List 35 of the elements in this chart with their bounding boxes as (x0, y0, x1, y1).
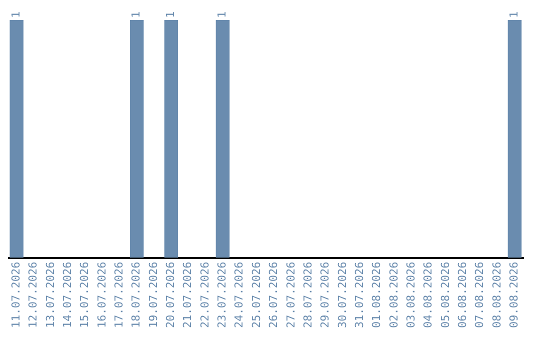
x-tick-label: 25.07.2026 (250, 262, 263, 328)
x-tick-label: 14.07.2026 (60, 262, 74, 328)
x-tick-label: 24.07.2026 (232, 262, 246, 328)
x-tick-label: 13.07.2026 (44, 262, 57, 328)
x-tick-label: 02.08.2026 (387, 262, 400, 328)
data-label: 1 (164, 11, 178, 18)
data-label: 1 (216, 11, 229, 18)
x-tick-label: 09.08.2026 (508, 262, 521, 328)
x-tick-label: 17.07.2026 (112, 262, 126, 328)
x-tick-label: 06.08.2026 (456, 262, 470, 328)
x-tick-label: 28.07.2026 (301, 262, 314, 328)
x-tick-label: 27.07.2026 (284, 262, 298, 328)
data-label: 1 (9, 11, 22, 18)
x-tick-label: 08.08.2026 (490, 262, 504, 328)
x-tick-label: 18.07.2026 (130, 262, 143, 328)
x-tick-label: 12.07.2026 (26, 262, 40, 328)
x-tick-label: 23.07.2026 (216, 262, 229, 328)
x-tick-label: 05.08.2026 (438, 262, 452, 328)
x-tick-label: 03.08.2026 (404, 262, 418, 328)
x-tick-label: 15.07.2026 (78, 262, 92, 328)
data-label: 1 (508, 11, 521, 18)
x-tick-label: 26.07.2026 (267, 262, 280, 328)
x-tick-label: 01.08.2026 (370, 262, 384, 328)
x-tick-label: 04.08.2026 (422, 262, 435, 328)
x-tick-label: 11.07.2026 (9, 262, 22, 328)
x-tick-label: 31.07.2026 (352, 262, 366, 328)
x-tick-label: 16.07.2026 (95, 262, 108, 328)
x-tick-label: 19.07.2026 (146, 262, 160, 328)
x-tick-label: 22.07.2026 (198, 262, 212, 328)
x-tick-label: 29.07.2026 (318, 262, 332, 328)
x-tick-label: 30.07.2026 (336, 262, 349, 328)
x-tick-label: 20.07.2026 (164, 262, 178, 328)
x-tick-label: 21.07.2026 (181, 262, 194, 328)
data-label: 1 (130, 11, 143, 18)
x-tick-label: 07.08.2026 (473, 262, 486, 328)
